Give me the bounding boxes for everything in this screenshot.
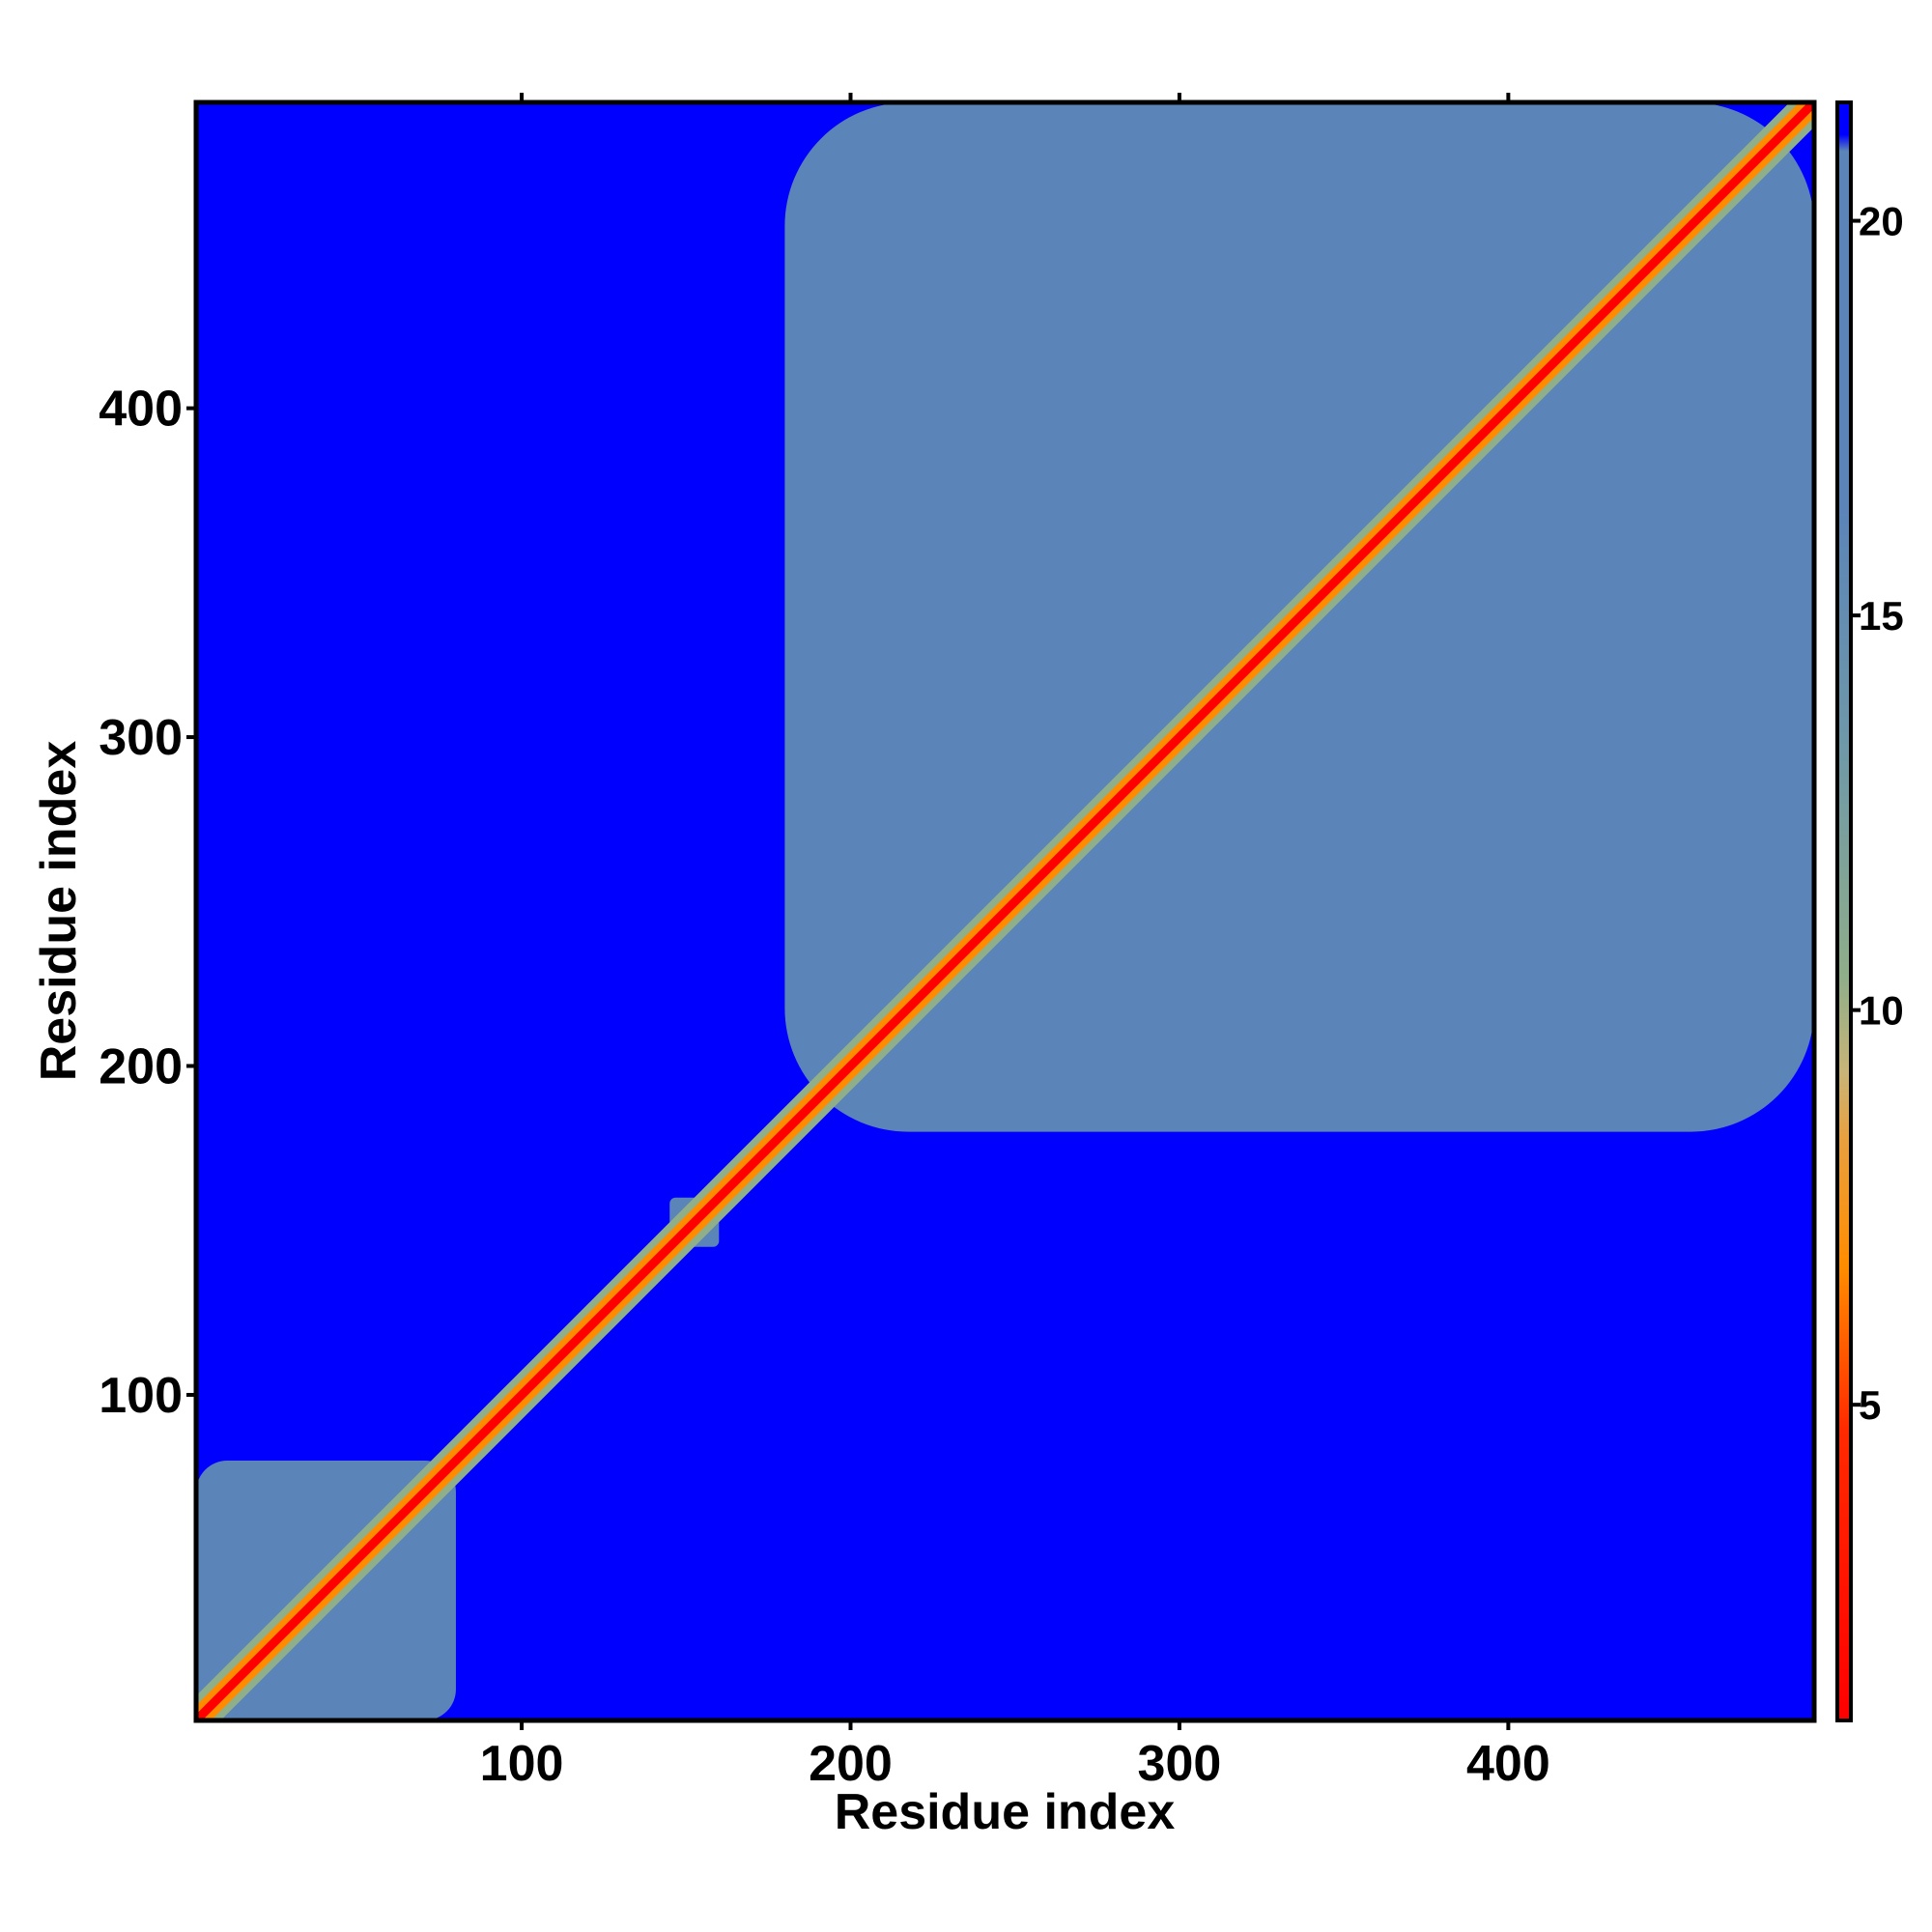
colorbar-tick-label: 10	[1859, 988, 1904, 1034]
colorbar-tick-label: 15	[1859, 593, 1904, 639]
heatmap-plot-area	[196, 102, 1814, 1720]
y-tick-label: 400	[99, 382, 183, 438]
y-axis-label: Residue index	[31, 741, 87, 1082]
colorbar: 5 10 15 20	[1835, 100, 1904, 1722]
colorbar-tick-label: 5	[1859, 1382, 1881, 1428]
x-axis-label: Residue index	[835, 1784, 1176, 1840]
y-tick-label: 300	[99, 710, 183, 766]
y-tick-label: 100	[99, 1368, 183, 1424]
plot-frame	[193, 99, 1817, 1723]
x-tick-label: 300	[1138, 1736, 1222, 1792]
heatmap-diagonal	[196, 102, 1814, 1720]
colorbar-tick-label: 20	[1859, 199, 1904, 244]
diagonal-core	[196, 102, 1814, 1720]
x-axis-ticks: 100 200 300 400	[480, 93, 1550, 1792]
colorbar-gradient	[1835, 100, 1853, 1722]
x-tick-label: 400	[1466, 1736, 1550, 1792]
colorbar-ticks: 5 10 15 20	[1851, 199, 1904, 1428]
y-axis-ticks: 100 200 300 400	[99, 382, 196, 1424]
x-tick-label: 200	[809, 1736, 893, 1792]
x-tick-label: 100	[480, 1736, 564, 1792]
y-tick-label: 200	[99, 1039, 183, 1095]
